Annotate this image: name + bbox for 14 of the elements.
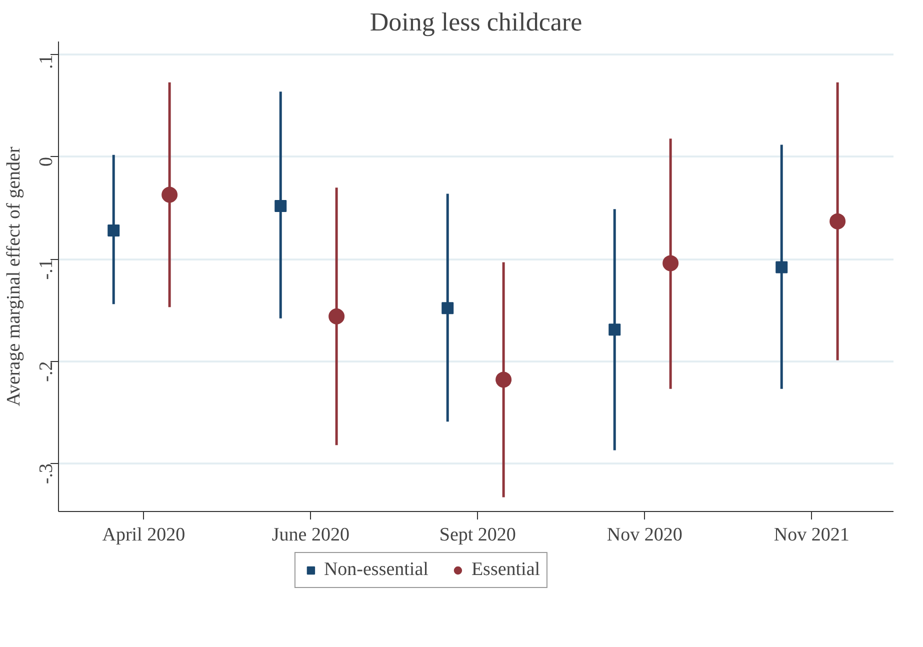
y-axis-title: Average marginal effect of gender — [4, 146, 24, 406]
x-tick-label: Nov 2021 — [774, 524, 850, 546]
x-tick-label: April 2020 — [102, 524, 186, 546]
x-tick-label: June 2020 — [272, 524, 350, 546]
legend-label: Essential — [471, 559, 540, 581]
x-tick-label: Nov 2020 — [606, 524, 682, 546]
y-tick-label: -.1 — [36, 259, 57, 280]
chart-title: Doing less childcare — [370, 8, 582, 36]
y-tick-label: .1 — [36, 54, 57, 70]
legend-label: Non-essential — [324, 559, 428, 581]
y-tick-label: -.2 — [36, 361, 57, 382]
x-tick-label: Sept 2020 — [439, 524, 516, 546]
y-tick-label: -.3 — [36, 463, 57, 484]
y-tick-label: 0 — [36, 156, 57, 166]
